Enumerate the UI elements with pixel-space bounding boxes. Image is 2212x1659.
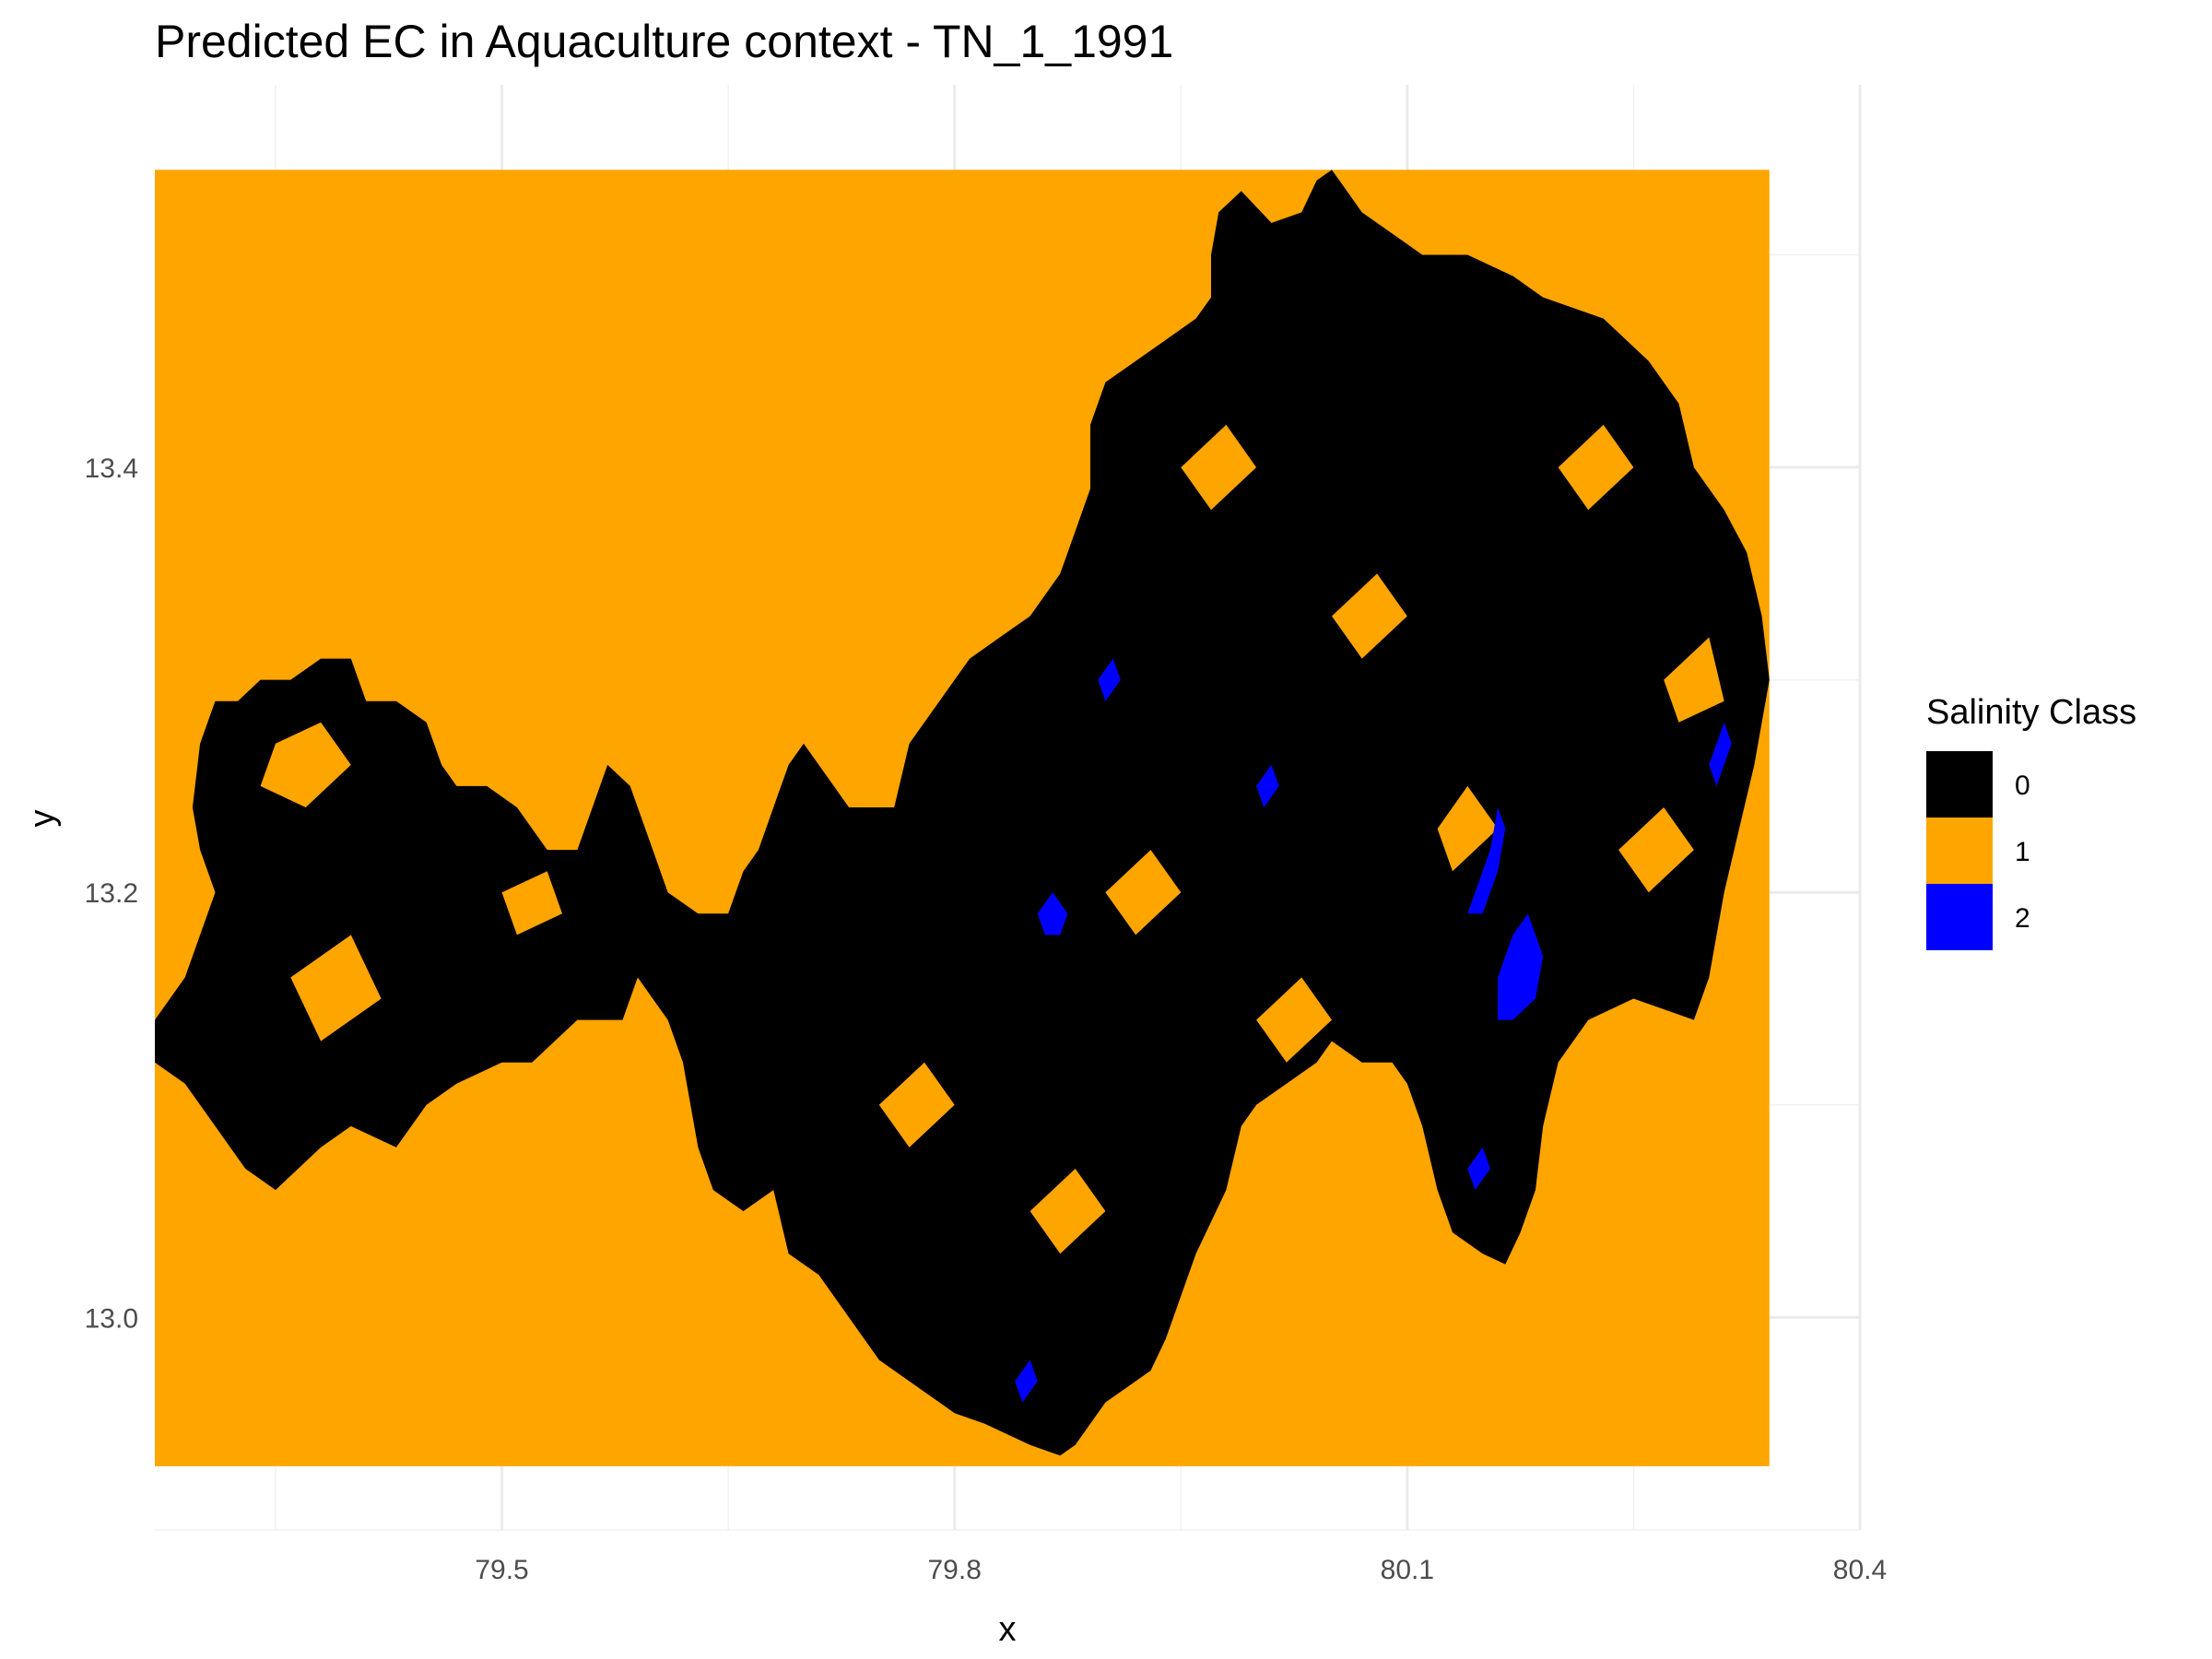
legend-title: Salinity Class <box>1926 693 2136 732</box>
legend: Salinity Class 0 1 2 <box>1926 693 2136 950</box>
x-tick-label: 79.8 <box>928 1555 982 1585</box>
legend-key-0 <box>1926 751 1993 818</box>
legend-label-2: 2 <box>2015 903 2030 934</box>
y-axis-title: y <box>23 810 62 828</box>
y-axis-ticks: 13.0 13.2 13.4 <box>85 453 138 1334</box>
legend-label-0: 0 <box>2015 771 2030 801</box>
legend-key-2 <box>1926 884 1993 950</box>
y-tick-label: 13.4 <box>85 453 138 484</box>
salinity-raster <box>155 170 1770 1466</box>
chart-title: Predicted EC in Aquaculture context - TN… <box>155 16 1173 67</box>
y-tick-label: 13.0 <box>85 1303 138 1334</box>
x-tick-label: 79.5 <box>475 1555 528 1585</box>
x-tick-label: 80.1 <box>1381 1555 1434 1585</box>
y-tick-label: 13.2 <box>85 878 138 909</box>
x-tick-label: 80.4 <box>1833 1555 1887 1585</box>
legend-label-1: 1 <box>2015 837 2030 867</box>
legend-key-1 <box>1926 818 1993 884</box>
legend-items: 0 1 2 <box>1926 751 2030 950</box>
x-axis-title: x <box>999 1610 1017 1649</box>
x-axis-ticks: 79.5 79.8 80.1 80.4 <box>475 1555 1887 1585</box>
